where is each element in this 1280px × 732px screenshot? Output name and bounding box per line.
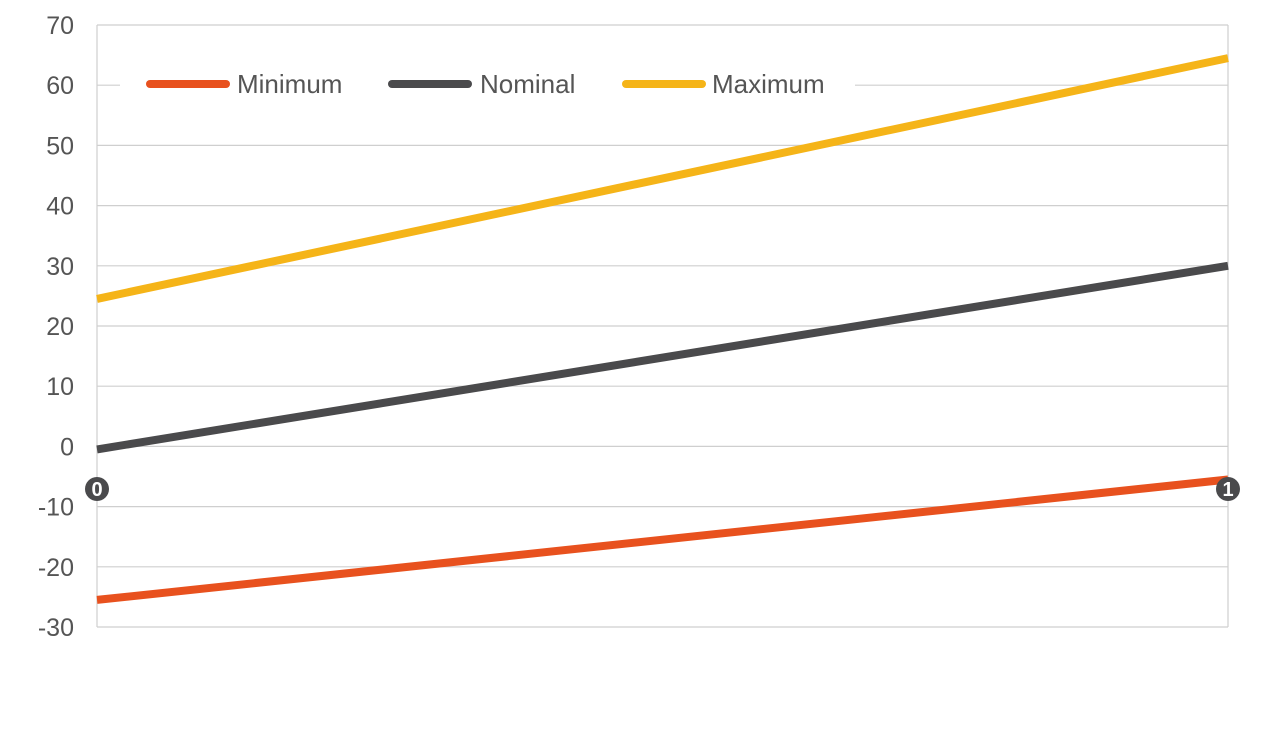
series-lines [96,54,1229,604]
y-tick-label: 50 [46,132,74,160]
y-tick-label: 0 [60,433,74,461]
y-tick-label: -20 [38,554,74,582]
y-axis: 70 60 50 40 30 20 10 0 -10 -20 -30 [38,12,74,642]
series-line-maximum [96,54,1229,303]
series-line-nominal [96,261,1229,454]
y-tick-label: 60 [46,72,74,100]
series-line-minimum [96,475,1229,604]
legend-label-nominal: Nominal [480,69,575,99]
legend: Minimum Nominal Maximum [120,62,855,108]
x-tick-label: 1 [1222,479,1233,501]
gridlines [96,24,1229,628]
y-tick-label: -10 [38,494,74,522]
y-tick-label: 20 [46,313,74,341]
y-tick-label: -30 [38,614,74,642]
y-tick-label: 70 [46,12,74,40]
legend-label-maximum: Maximum [712,69,825,99]
x-tick-marker [85,477,109,501]
y-tick-label: 30 [46,253,74,281]
y-tick-label: 10 [46,373,74,401]
legend-label-minimum: Minimum [237,69,342,99]
legend-background [120,62,855,108]
x-tick-label: 0 [91,479,102,501]
x-tick-marker [1216,477,1240,501]
y-tick-label: 40 [46,193,74,221]
